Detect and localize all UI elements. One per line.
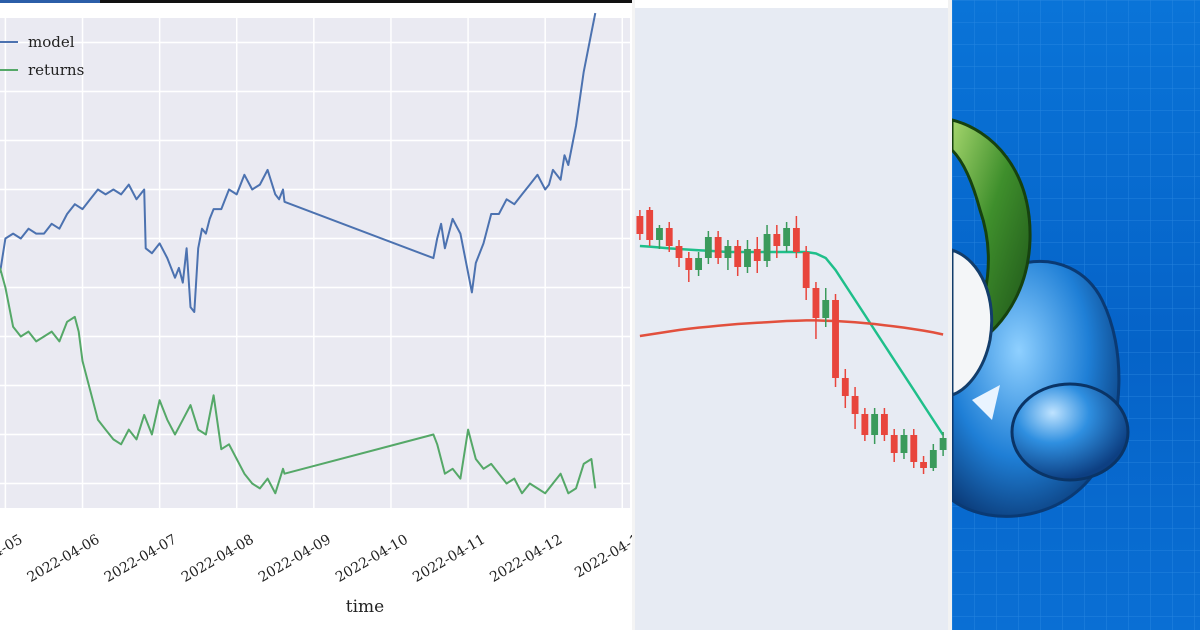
candle-body — [841, 378, 849, 396]
candle-body — [714, 237, 722, 258]
candle-body — [832, 300, 839, 378]
candle-body — [734, 246, 742, 267]
series-line-returns — [0, 267, 597, 495]
candle-body — [929, 450, 937, 468]
moving-average-line — [639, 319, 944, 338]
candle-body — [812, 288, 820, 318]
candle-body — [656, 228, 663, 240]
x-tick-label: 2022-04-12 — [487, 532, 565, 586]
candle-body — [910, 435, 918, 462]
white-face-shape — [952, 248, 994, 397]
line-chart-panel: 22-04-05 2022-04-06 2022-04-07 2022-04-08 20… — [0, 0, 632, 617]
panel-divider — [948, 0, 952, 630]
candle-body — [695, 258, 703, 270]
candle-body — [773, 234, 781, 246]
candle-body — [822, 300, 830, 318]
candlestick-chart-panel — [635, 8, 948, 630]
candle-body — [792, 228, 800, 252]
legend-entry-model: model — [28, 33, 75, 51]
candle-body — [744, 249, 751, 267]
candle-body — [900, 435, 908, 453]
candle-body — [802, 252, 810, 288]
top-dark-bar — [0, 0, 632, 3]
panel-divider — [632, 0, 635, 630]
candle-body — [636, 216, 644, 234]
candle-body — [724, 246, 732, 258]
blue-3d-logo-icon — [952, 0, 1200, 630]
candle-body — [851, 396, 859, 414]
candle-body — [880, 414, 888, 435]
candle-body — [890, 435, 898, 453]
candle-body — [861, 414, 869, 435]
x-tick-label: 2022-04-08 — [179, 532, 257, 586]
legend-entry-returns: returns — [28, 61, 84, 79]
candlestick-chart-svg — [636, 207, 947, 474]
candle-body — [646, 210, 654, 240]
plot-area — [0, 18, 630, 508]
x-tick-label: 2022-04-11 — [410, 532, 488, 586]
x-axis-label: time — [346, 597, 384, 617]
candle-body — [675, 246, 683, 258]
candle-body — [685, 258, 693, 270]
candle-body — [753, 249, 761, 261]
x-tick-label: 2022-04-06 — [25, 532, 103, 586]
candle-body — [763, 234, 771, 261]
moving-average-line — [639, 244, 945, 436]
x-tick-label: 2022-04-10 — [333, 532, 411, 586]
blue-sphere-shape — [1010, 382, 1130, 482]
x-tick-label: 22-04-05 — [0, 532, 25, 577]
x-tick-label: 2022-04-1 — [572, 532, 632, 582]
candle-body — [939, 438, 947, 450]
top-blue-accent — [0, 0, 100, 3]
series-line-model — [0, 12, 597, 313]
candle-body — [783, 228, 791, 246]
candle-body — [704, 237, 712, 258]
candle-body — [871, 414, 879, 435]
highlight-shard — [972, 385, 1000, 420]
logo-illustration-panel — [952, 0, 1200, 630]
line-chart-svg: 22-04-05 2022-04-06 2022-04-07 2022-04-08 20… — [0, 12, 632, 617]
x-tick-label: 2022-04-09 — [256, 532, 334, 586]
candle-body — [665, 228, 673, 246]
candle-body — [920, 462, 927, 468]
x-tick-label: 2022-04-07 — [102, 532, 180, 586]
